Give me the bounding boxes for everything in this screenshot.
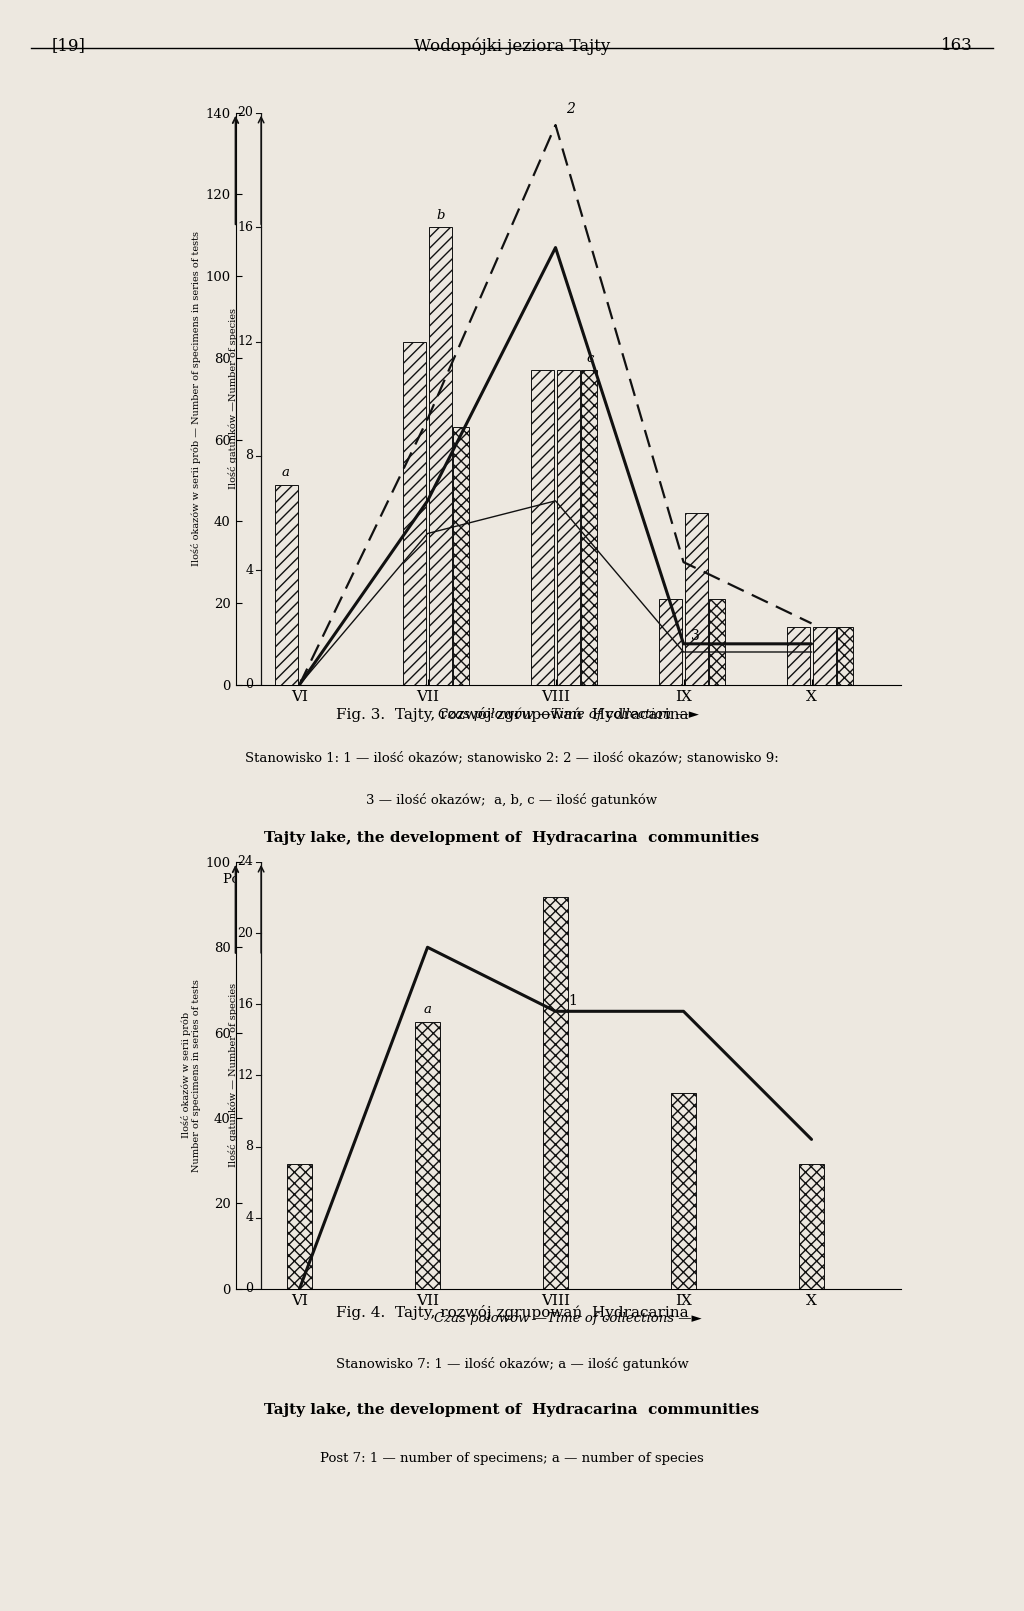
Bar — [813, 628, 836, 685]
Bar — [453, 427, 469, 685]
Bar — [557, 371, 580, 685]
Bar — [659, 599, 682, 685]
Text: c: c — [587, 351, 594, 366]
Text: 4: 4 — [246, 564, 254, 577]
Bar — [543, 897, 568, 1289]
Bar — [837, 628, 853, 685]
Bar — [685, 514, 708, 685]
Bar — [287, 1165, 312, 1289]
X-axis label: Czas połowów —Time of collections —►: Czas połowów —Time of collections —► — [434, 1311, 702, 1326]
Text: 12: 12 — [238, 335, 254, 348]
Text: Stanowisko 1: 1 — ilość okazów; stanowisko 2: 2 — ilość okazów; stanowisko 9:: Stanowisko 1: 1 — ilość okazów; stanowis… — [245, 751, 779, 764]
Bar — [799, 1165, 824, 1289]
Text: 8: 8 — [246, 1141, 254, 1153]
Text: 12: 12 — [238, 1068, 254, 1083]
Text: a: a — [424, 1004, 431, 1017]
Text: 8: 8 — [246, 449, 254, 462]
Text: b: b — [436, 209, 444, 222]
Y-axis label: Ilość okazów w serii prób — Number of specimens in series of tests: Ilość okazów w serii prób — Number of sp… — [191, 232, 202, 565]
Text: Post 7: 1 — number of specimens; a — number of species: Post 7: 1 — number of specimens; a — num… — [321, 1453, 703, 1466]
Bar — [671, 1094, 696, 1289]
Bar — [415, 1021, 440, 1289]
Bar — [275, 485, 298, 685]
Y-axis label: Ilość okazów w serii prób
Number of specimens in series of tests: Ilość okazów w serii prób Number of spec… — [181, 979, 202, 1171]
Bar — [581, 371, 597, 685]
Text: 163: 163 — [941, 37, 973, 55]
Text: 20: 20 — [238, 926, 254, 939]
X-axis label: Czas połowów —Time of collection —►: Czas połowów —Time of collection —► — [438, 707, 698, 722]
Text: Wodopójki jeziora Tajty: Wodopójki jeziora Tajty — [414, 37, 610, 55]
Bar — [709, 599, 725, 685]
Text: 2: 2 — [565, 101, 574, 116]
Text: Tajty lake, the development of  Hydracarina  communities: Tajty lake, the development of Hydracari… — [264, 1403, 760, 1416]
Bar — [403, 342, 426, 685]
Text: Tajty lake, the development of  Hydracarina  communities: Tajty lake, the development of Hydracari… — [264, 831, 760, 844]
Text: 16: 16 — [238, 221, 254, 234]
Text: 16: 16 — [238, 997, 254, 1010]
Text: 3 — ilość okazów;  a, b, c — ilość gatunków: 3 — ilość okazów; a, b, c — ilość gatunk… — [367, 793, 657, 807]
Text: 3: 3 — [691, 628, 700, 643]
Text: 0: 0 — [246, 678, 254, 691]
Text: Stanowisko 7: 1 — ilość okazów; a — ilość gatunków: Stanowisko 7: 1 — ilość okazów; a — iloś… — [336, 1356, 688, 1371]
Bar — [531, 371, 554, 685]
Text: Ilość gatunków —Number of species: Ilość gatunków —Number of species — [228, 308, 238, 490]
Text: 1: 1 — [568, 994, 578, 1008]
Text: a: a — [282, 466, 290, 480]
Text: Fig. 4.  Tajty, rozwój zgrupowań  Hydracarina: Fig. 4. Tajty, rozwój zgrupowań Hydracar… — [336, 1305, 688, 1321]
Text: [19]: [19] — [51, 37, 85, 55]
Text: Fig. 3.  Tajty, rozwój zgrupowań  Hydracarina: Fig. 3. Tajty, rozwój zgrupowań Hydracar… — [336, 707, 688, 722]
Text: Post 1: 1 — number of specimens; post 2: 2 — number of specimens; post 9: 3 — nu: Post 1: 1 — number of specimens; post 2:… — [223, 873, 801, 886]
Text: Ilość gatunków — Number of species: Ilość gatunków — Number of species — [228, 983, 238, 1168]
Text: 0: 0 — [246, 1282, 254, 1295]
Text: 20: 20 — [238, 106, 254, 119]
Text: 24: 24 — [238, 855, 254, 868]
Bar — [787, 628, 810, 685]
Text: ber of specimens;  a, b, c — number of species: ber of specimens; a, b, c — number of sp… — [356, 910, 668, 923]
Text: 4: 4 — [246, 1211, 254, 1224]
Bar — [429, 227, 452, 685]
